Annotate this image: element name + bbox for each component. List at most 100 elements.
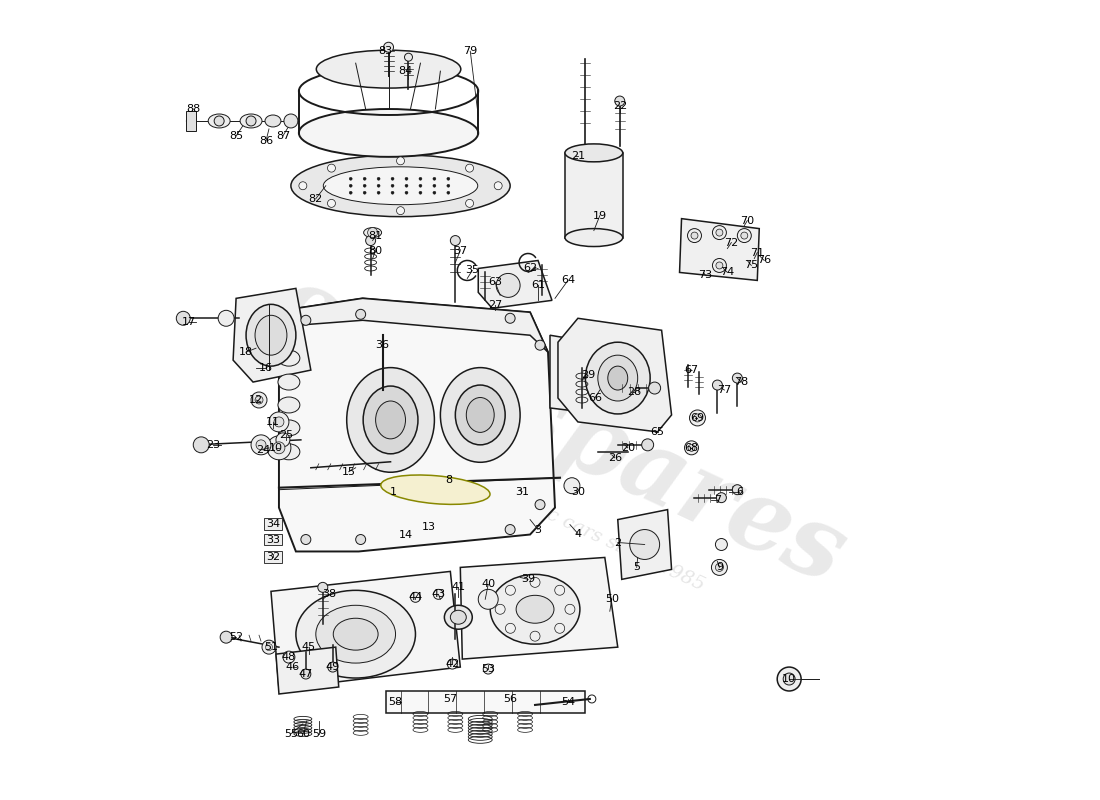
Circle shape <box>433 178 436 180</box>
Circle shape <box>505 586 516 595</box>
Circle shape <box>328 164 336 172</box>
Circle shape <box>392 184 394 187</box>
Text: 45: 45 <box>301 642 316 652</box>
Circle shape <box>220 631 232 643</box>
Circle shape <box>530 578 540 587</box>
Text: 29: 29 <box>581 370 595 380</box>
Ellipse shape <box>346 368 434 472</box>
Circle shape <box>328 662 338 672</box>
Circle shape <box>494 182 503 190</box>
Circle shape <box>384 42 394 52</box>
Circle shape <box>713 226 726 239</box>
Text: 52: 52 <box>229 632 243 642</box>
Text: 65: 65 <box>650 427 664 437</box>
Text: 26: 26 <box>607 453 621 462</box>
Circle shape <box>283 651 295 663</box>
Circle shape <box>496 274 520 298</box>
Text: 34: 34 <box>266 518 280 529</box>
Circle shape <box>396 206 405 214</box>
Text: 60: 60 <box>296 729 310 739</box>
Text: 18: 18 <box>239 347 253 357</box>
Polygon shape <box>550 335 619 415</box>
Text: 78: 78 <box>734 377 748 387</box>
Text: 58: 58 <box>388 697 403 707</box>
Ellipse shape <box>364 228 382 238</box>
Bar <box>264 534 282 546</box>
Text: 33: 33 <box>266 534 280 545</box>
Ellipse shape <box>278 444 300 460</box>
Circle shape <box>483 664 493 674</box>
Text: 21: 21 <box>571 151 585 161</box>
Text: 47: 47 <box>299 669 314 679</box>
Circle shape <box>564 478 580 494</box>
Circle shape <box>783 673 795 685</box>
Text: 6: 6 <box>736 486 743 497</box>
Text: 37: 37 <box>453 246 468 255</box>
Circle shape <box>447 178 450 180</box>
Ellipse shape <box>565 229 623 246</box>
Text: 38: 38 <box>321 590 336 599</box>
Text: 80: 80 <box>368 246 383 255</box>
Text: 71: 71 <box>750 247 764 258</box>
Polygon shape <box>297 298 548 352</box>
Circle shape <box>684 441 699 455</box>
Circle shape <box>276 433 290 447</box>
Polygon shape <box>279 298 556 551</box>
Text: 87: 87 <box>276 131 290 141</box>
Ellipse shape <box>375 401 406 439</box>
Circle shape <box>505 525 515 534</box>
Circle shape <box>377 178 381 180</box>
Text: 85: 85 <box>229 131 243 141</box>
Ellipse shape <box>333 618 378 650</box>
Text: 2: 2 <box>614 538 622 547</box>
Circle shape <box>565 604 575 614</box>
Ellipse shape <box>381 475 490 504</box>
Polygon shape <box>460 558 618 659</box>
Text: 70: 70 <box>740 216 755 226</box>
Circle shape <box>256 440 266 450</box>
Circle shape <box>392 178 394 180</box>
Circle shape <box>419 178 422 180</box>
Ellipse shape <box>316 606 396 663</box>
Ellipse shape <box>246 304 296 366</box>
Circle shape <box>733 485 742 494</box>
Text: 84: 84 <box>398 66 412 76</box>
Polygon shape <box>186 111 196 131</box>
Text: 82: 82 <box>309 194 323 204</box>
Text: 31: 31 <box>515 486 529 497</box>
Text: 11: 11 <box>266 417 280 427</box>
Text: 72: 72 <box>724 238 738 247</box>
Text: 46: 46 <box>286 662 300 672</box>
Ellipse shape <box>278 374 300 390</box>
Circle shape <box>392 191 394 194</box>
Circle shape <box>433 184 436 187</box>
Circle shape <box>535 340 544 350</box>
Circle shape <box>737 229 751 242</box>
Circle shape <box>713 258 726 273</box>
Ellipse shape <box>491 574 580 644</box>
Circle shape <box>365 235 375 246</box>
Circle shape <box>363 178 366 180</box>
Text: 59: 59 <box>311 729 326 739</box>
Circle shape <box>396 157 405 165</box>
Text: 66: 66 <box>587 393 602 403</box>
Ellipse shape <box>265 115 280 127</box>
Polygon shape <box>618 510 672 579</box>
Text: 3: 3 <box>535 525 541 534</box>
Circle shape <box>716 493 726 502</box>
Text: 48: 48 <box>282 652 296 662</box>
Text: 15: 15 <box>342 466 355 477</box>
Circle shape <box>405 184 408 187</box>
Circle shape <box>299 182 307 190</box>
Ellipse shape <box>278 397 300 413</box>
Ellipse shape <box>516 595 554 623</box>
Circle shape <box>712 559 727 575</box>
Text: 57: 57 <box>443 694 458 704</box>
Circle shape <box>450 235 460 246</box>
Circle shape <box>465 164 474 172</box>
Circle shape <box>355 534 365 545</box>
Ellipse shape <box>363 386 418 454</box>
Circle shape <box>733 373 742 383</box>
Circle shape <box>447 184 450 187</box>
Text: 73: 73 <box>698 270 713 281</box>
